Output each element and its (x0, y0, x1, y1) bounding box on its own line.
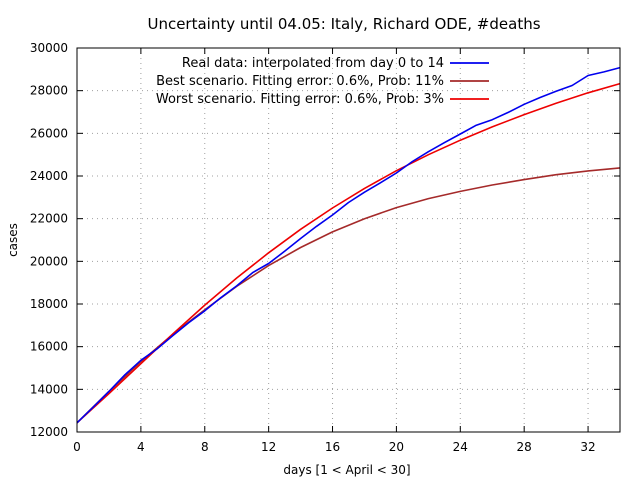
y-tick-label: 24000 (30, 169, 68, 183)
x-tick-label: 32 (580, 440, 595, 454)
x-tick-label: 4 (137, 440, 145, 454)
grid (77, 48, 620, 432)
legend-label-1: Best scenario. Fitting error: 0.6%, Prob… (156, 74, 444, 89)
legend: Real data: interpolated from day 0 to 14… (156, 56, 489, 107)
x-tick-label: 28 (517, 440, 532, 454)
y-tick-label: 14000 (30, 382, 68, 396)
y-axis-label: cases (6, 223, 20, 257)
x-tick-label: 16 (325, 440, 340, 454)
y-tick-label: 26000 (30, 126, 68, 140)
legend-label-2: Worst scenario. Fitting error: 0.6%, Pro… (156, 92, 444, 107)
x-axis-label: days [1 < April < 30] (283, 463, 410, 477)
plot-frame (76, 47, 621, 433)
chart-title: Uncertainty until 04.05: Italy, Richard … (147, 15, 540, 33)
x-tick-label: 12 (261, 440, 276, 454)
x-tick-label: 8 (201, 440, 209, 454)
series-line-2 (76, 82, 621, 424)
series-lines (76, 66, 621, 424)
y-tick-label: 28000 (30, 84, 68, 98)
axis-ticks: 0 4 8 12 16 20 24 28 32 12000 14000 16000 18000 20000… (30, 41, 620, 454)
series-line-1 (76, 167, 621, 424)
y-tick-label: 12000 (30, 425, 68, 439)
x-tick-label: 0 (73, 440, 81, 454)
y-tick-label: 20000 (30, 254, 68, 268)
y-tick-label: 30000 (30, 41, 68, 55)
series-line-0 (76, 66, 621, 424)
x-tick-label: 24 (453, 440, 468, 454)
y-tick-label: 16000 (30, 340, 68, 354)
x-tick-label: 20 (389, 440, 404, 454)
y-tick-label: 18000 (30, 297, 68, 311)
y-tick-label: 22000 (30, 212, 68, 226)
legend-label-0: Real data: interpolated from day 0 to 14 (182, 56, 444, 71)
